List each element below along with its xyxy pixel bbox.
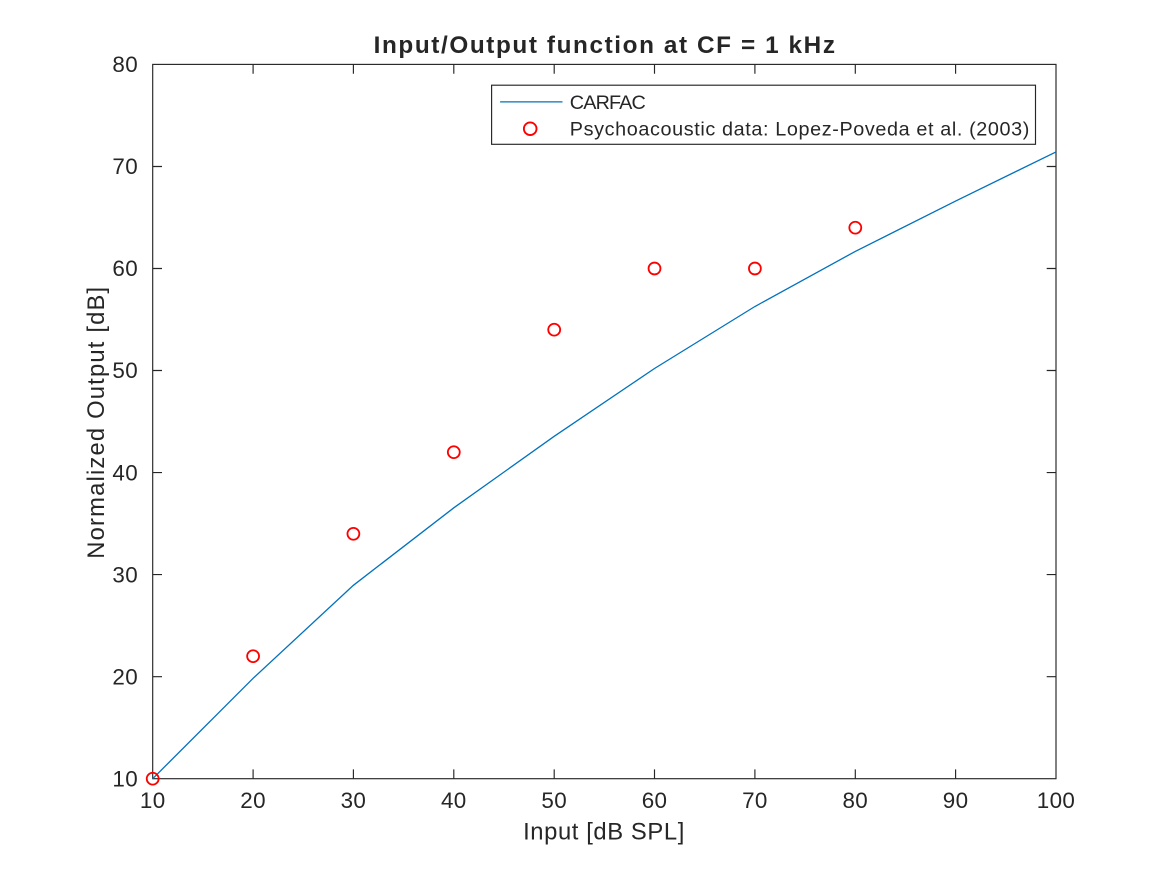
- svg-text:20: 20: [240, 788, 266, 813]
- svg-text:70: 70: [742, 788, 768, 813]
- svg-text:Input [dB SPL]: Input [dB SPL]: [523, 818, 685, 845]
- svg-text:Normalized Output [dB]: Normalized Output [dB]: [83, 286, 110, 559]
- svg-text:60: 60: [112, 256, 138, 281]
- svg-text:40: 40: [441, 788, 467, 813]
- svg-text:Input/Output function at CF =: Input/Output function at CF = 1 kHz: [374, 32, 837, 59]
- svg-text:40: 40: [112, 460, 138, 485]
- svg-text:90: 90: [943, 788, 969, 813]
- svg-text:30: 30: [112, 562, 138, 587]
- svg-text:10: 10: [112, 766, 138, 791]
- svg-text:10: 10: [140, 788, 166, 813]
- svg-text:80: 80: [842, 788, 868, 813]
- svg-text:70: 70: [112, 154, 138, 179]
- svg-text:50: 50: [541, 788, 567, 813]
- svg-text:100: 100: [1037, 788, 1075, 813]
- svg-text:Psychoacoustic data: Lopez-Pov: Psychoacoustic data: Lopez-Poveda et al.…: [570, 119, 1030, 141]
- svg-text:CARFAC: CARFAC: [570, 92, 646, 114]
- svg-text:60: 60: [642, 788, 668, 813]
- svg-text:30: 30: [341, 788, 367, 813]
- svg-text:20: 20: [112, 664, 138, 689]
- svg-text:80: 80: [112, 52, 138, 77]
- svg-text:50: 50: [112, 358, 138, 383]
